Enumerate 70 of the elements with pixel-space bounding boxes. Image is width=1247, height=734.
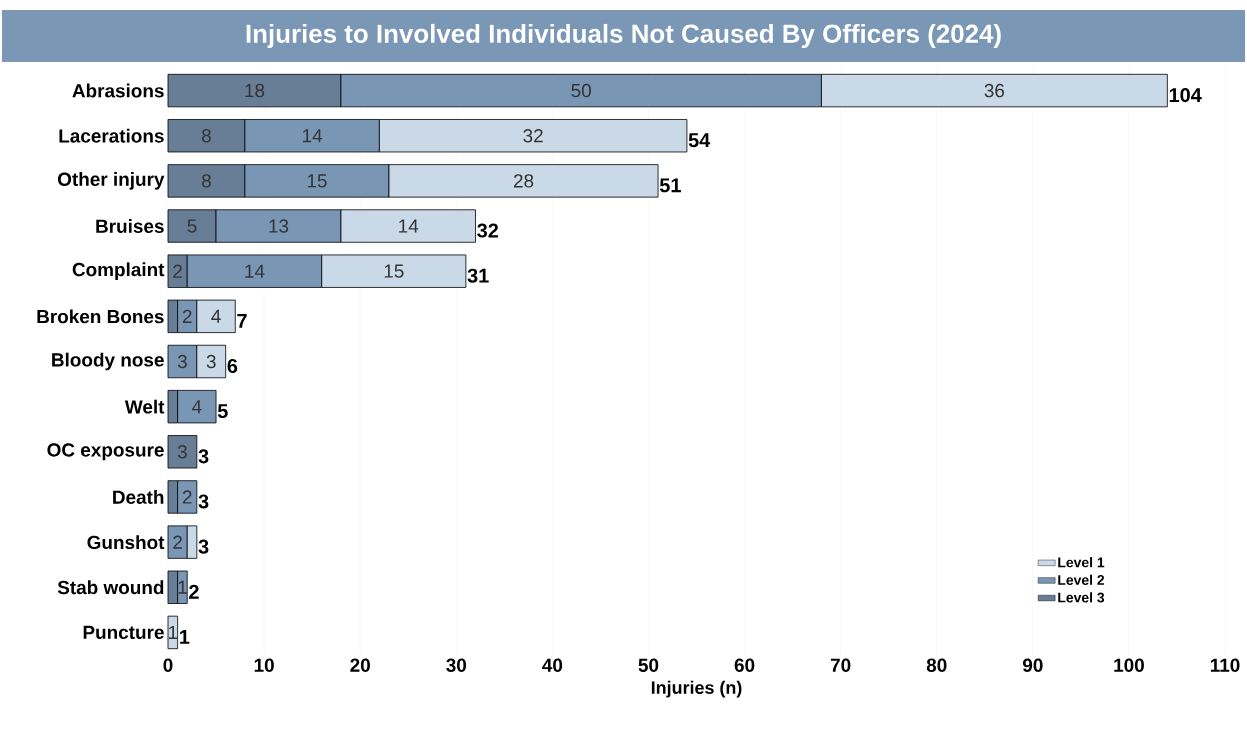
x-tick-label: 80 <box>926 658 947 672</box>
y-tick-label: Broken Bones <box>37 309 164 324</box>
legend-label: Level 2 <box>1058 574 1105 585</box>
x-tick-label: 50 <box>638 658 659 672</box>
total-label: 3 <box>198 449 209 464</box>
data-label: 14 <box>303 129 323 143</box>
data-label: 8 <box>202 174 211 188</box>
data-label: 36 <box>984 83 1005 98</box>
y-tick-label: Bloody nose <box>52 352 164 371</box>
total-label: 3 <box>198 539 209 554</box>
data-label: 5 <box>187 219 197 233</box>
total-label: 2 <box>189 584 199 599</box>
y-tick-label: Death <box>113 490 164 504</box>
total-label: 5 <box>217 404 228 419</box>
data-label: 2 <box>173 264 182 278</box>
x-tick-label: 20 <box>350 658 370 672</box>
data-label: 3 <box>206 354 216 369</box>
data-label: 14 <box>399 219 419 233</box>
y-tick-label: Complaint <box>72 262 165 280</box>
total-label: 54 <box>688 133 711 148</box>
y-tick-label: Other injury <box>57 172 165 190</box>
total-label: 6 <box>227 358 238 374</box>
x-tick-label: 40 <box>542 658 563 672</box>
y-tick-label: Lacerations <box>59 128 164 143</box>
y-tick-label: Puncture <box>83 625 164 640</box>
bar <box>167 435 198 469</box>
y-tick-label: Welt <box>124 399 165 414</box>
data-label: 15 <box>384 264 404 278</box>
data-label: 2 <box>182 490 192 504</box>
bar <box>167 615 179 650</box>
data-label: 2 <box>173 535 182 549</box>
data-label: 14 <box>245 264 265 278</box>
data-label: 15 <box>307 174 327 188</box>
y-tick-label: Bruises <box>96 219 164 233</box>
x-tick-label: 10 <box>254 658 274 672</box>
data-label: 2 <box>182 309 192 323</box>
x-axis-title: Injuries (n) <box>651 680 742 698</box>
data-label: 3 <box>177 445 187 459</box>
total-label: 32 <box>477 223 499 238</box>
data-label: 28 <box>513 174 534 188</box>
data-label: 1 <box>168 625 178 639</box>
data-label: 3 <box>177 354 187 369</box>
total-label: 1 <box>180 630 190 644</box>
x-tick-label: 0 <box>163 658 173 672</box>
y-tick-label: Abrasions <box>72 83 164 98</box>
total-label: 104 <box>1169 88 1202 103</box>
x-tick-label: 30 <box>446 658 467 672</box>
x-tick-label: 60 <box>734 658 755 672</box>
x-tick-label: 110 <box>1210 658 1240 672</box>
data-label: 4 <box>211 309 221 323</box>
chart-title: Injuries to Involved Individuals Not Caused By Officers (2024) <box>246 23 1001 49</box>
y-tick-label: Stab wound <box>57 580 164 595</box>
legend-label: Level 1 <box>1058 557 1105 568</box>
legend-label: Level 3 <box>1058 592 1105 603</box>
x-tick-label: 100 <box>1114 658 1144 672</box>
total-label: 7 <box>237 314 247 328</box>
x-tick-label: 70 <box>830 658 851 672</box>
x-tick-label: 90 <box>1022 658 1043 672</box>
data-label: 1 <box>178 580 187 594</box>
total-label: 51 <box>659 178 681 193</box>
data-label: 32 <box>523 129 543 143</box>
data-label: 4 <box>192 400 202 414</box>
total-label: 3 <box>198 494 209 509</box>
data-label: 50 <box>571 83 591 98</box>
data-label: 18 <box>245 83 265 98</box>
y-tick-label: OC exposure <box>47 443 164 461</box>
data-label: 13 <box>269 219 289 233</box>
total-label: 31 <box>467 268 489 283</box>
y-tick-label: Gunshot <box>87 535 165 550</box>
data-label: 8 <box>202 129 211 143</box>
